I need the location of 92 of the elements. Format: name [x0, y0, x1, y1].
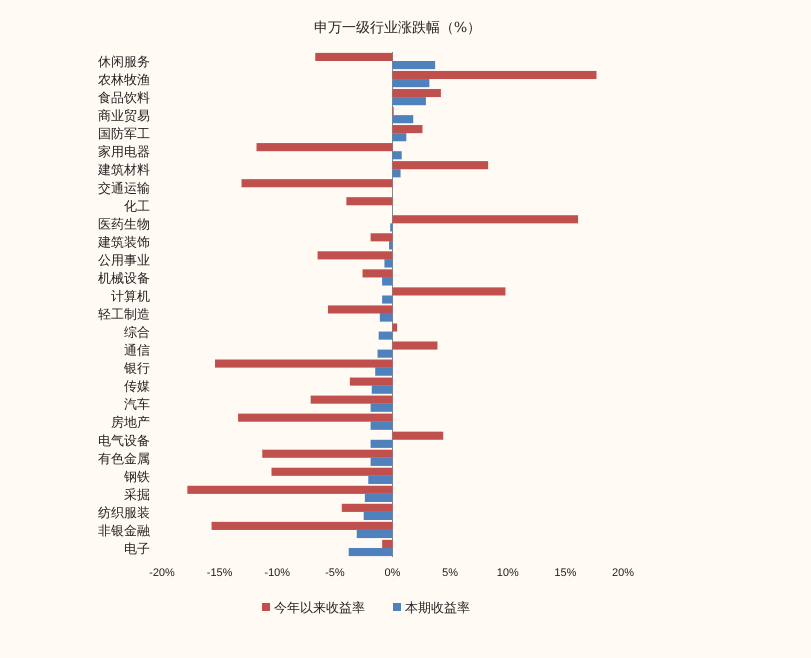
- bar: [242, 179, 392, 188]
- y-tick-label: 交通运输: [98, 180, 150, 196]
- y-tick-label: 休闲服务: [98, 55, 150, 70]
- bar: [370, 440, 392, 448]
- bar: [310, 396, 392, 404]
- x-tick-label: 10%: [496, 567, 519, 579]
- bar: [370, 233, 392, 242]
- bar: [378, 350, 392, 358]
- x-tick-label: 0%: [384, 567, 401, 579]
- bar: [238, 414, 392, 422]
- y-tick-label: 食品饮料: [98, 91, 150, 106]
- y-tick-label: 汽车: [124, 398, 150, 413]
- bar: [389, 241, 392, 250]
- y-tick-label: 传媒: [124, 380, 150, 395]
- bar: [187, 486, 392, 494]
- bar: [392, 151, 402, 160]
- bar: [384, 259, 392, 268]
- y-tick-label: 电气设备: [98, 434, 150, 449]
- bar: [372, 386, 392, 394]
- bar: [350, 378, 392, 386]
- bar: [382, 295, 392, 304]
- bar: [362, 269, 392, 278]
- bar: [392, 161, 488, 170]
- bar: [392, 115, 414, 124]
- y-tick-label: 轻工制造: [98, 308, 150, 323]
- bar: [392, 341, 438, 350]
- bar: [392, 323, 398, 332]
- bar: [368, 476, 392, 484]
- y-tick-label: 建筑材料: [97, 163, 150, 178]
- bar: [271, 468, 392, 476]
- y-tick-label: 有色金属: [98, 452, 150, 467]
- bar: [364, 512, 392, 520]
- bar: [380, 314, 392, 322]
- x-tick-label: -20%: [149, 567, 176, 579]
- bar: [348, 548, 392, 556]
- y-tick-label: 建筑装饰: [97, 235, 150, 250]
- bar: [262, 450, 392, 458]
- bar: [364, 494, 392, 502]
- bar: [382, 277, 392, 286]
- y-tick-label: 医药生物: [98, 217, 150, 232]
- y-tick-label: 银行: [123, 362, 150, 377]
- bar: [328, 305, 392, 314]
- bar: [392, 97, 426, 106]
- y-tick-label: 国防军工: [98, 127, 150, 142]
- bar: [256, 143, 392, 152]
- y-tick-label: 计算机: [111, 289, 150, 304]
- y-tick-label: 纺织服装: [98, 506, 150, 521]
- x-tick-label: 20%: [612, 567, 634, 579]
- bar: [392, 88, 441, 98]
- bar: [378, 332, 392, 340]
- y-tick-label: 电子: [124, 542, 150, 557]
- bar: [375, 368, 392, 376]
- legend-label: 本期收益率: [405, 600, 470, 616]
- bar: [370, 458, 392, 466]
- y-tick-label: 非银金融: [98, 524, 150, 539]
- y-tick-label: 房地产: [111, 414, 150, 431]
- bar: [382, 540, 392, 548]
- y-tick-label: 钢铁: [123, 470, 150, 485]
- y-tick-label: 农林牧渔: [98, 73, 150, 88]
- bar: [318, 251, 392, 260]
- legend-label: 今年以来收益率: [274, 600, 365, 616]
- bar: [392, 133, 406, 142]
- y-tick-label: 化工: [124, 199, 150, 214]
- x-tick-label: -15%: [206, 567, 233, 579]
- bar: [392, 287, 506, 296]
- bar: [392, 70, 596, 80]
- bar: [392, 79, 430, 88]
- bar: [370, 422, 392, 430]
- y-tick-label: 采掘: [124, 488, 150, 503]
- x-tick-label: 5%: [442, 567, 458, 579]
- y-tick-label: 通信: [124, 344, 150, 359]
- chart-title: 申万一级行业涨跌幅（%）: [314, 20, 482, 36]
- y-tick-label: 公用事业: [98, 253, 150, 268]
- y-tick-label: 综合: [124, 326, 150, 341]
- bar: [215, 360, 392, 368]
- bar: [392, 125, 422, 134]
- x-tick-label: -10%: [264, 567, 290, 579]
- bar: [392, 432, 444, 440]
- bar: [392, 169, 401, 178]
- x-tick-label: 15%: [554, 567, 577, 579]
- y-tick-label: 家用电器: [98, 144, 150, 160]
- bar: [315, 52, 392, 62]
- y-tick-label: 商业贸易: [98, 109, 150, 124]
- bar: [356, 530, 392, 538]
- bar: [212, 522, 392, 530]
- bar: [370, 404, 392, 412]
- x-tick-label: -5%: [325, 567, 345, 579]
- y-tick-label: 机械设备: [98, 271, 150, 286]
- bar: [342, 504, 392, 512]
- bar: [392, 215, 578, 224]
- bar: [392, 61, 436, 70]
- bar: [346, 197, 392, 206]
